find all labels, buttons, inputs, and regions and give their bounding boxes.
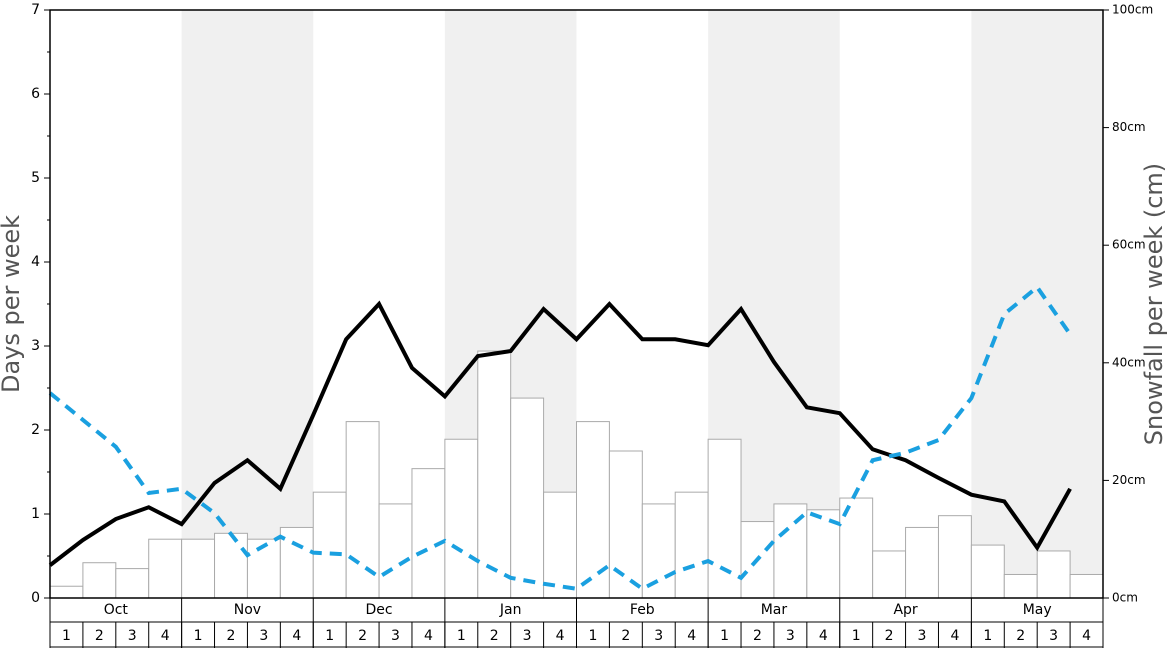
week-label: 1 [720,628,729,644]
week-label: 4 [556,628,565,644]
line-series [48,284,1072,592]
bar [115,568,150,599]
bar [806,509,841,599]
month-label: Mar [761,602,788,618]
week-label: 1 [194,628,203,644]
y2-tick-label: 20cm [1112,473,1146,487]
y2-tick-label: 80cm [1112,120,1146,134]
y-axis-label: Days per week [0,215,25,393]
line-series [48,300,1072,567]
bar [312,491,347,599]
week-label: 3 [1049,628,1058,644]
week-label: 2 [621,628,630,644]
bar [279,526,314,599]
week-label: 4 [687,628,696,644]
y2-tick-label: 60cm [1112,238,1146,252]
bar [181,538,216,599]
bar [674,491,709,599]
bar [1069,573,1104,599]
bar [608,450,643,599]
week-label: 4 [950,628,959,644]
month-label: Jan [499,602,522,618]
bar [477,350,512,599]
y-tick-label: 0 [31,590,40,606]
month-shade [971,10,1103,598]
month-label: Oct [104,602,129,618]
week-label: 4 [292,628,301,644]
week-label: 4 [161,628,170,644]
week-label: 2 [227,628,236,644]
month-label: Dec [366,602,393,618]
bar [378,503,413,599]
week-label: 2 [358,628,367,644]
week-label: 2 [1016,628,1025,644]
y-tick-label: 5 [31,170,40,186]
week-label: 1 [62,628,71,644]
y-tick-label: 7 [31,2,40,18]
week-label: 2 [490,628,499,644]
bar [641,503,676,599]
bar [905,526,939,599]
week-label: 3 [259,628,268,644]
y-tick-label: 3 [31,338,40,354]
bar [246,538,281,599]
bar [707,438,742,599]
bar [1003,573,1038,599]
week-label: 1 [325,628,334,644]
week-label: 1 [457,628,466,644]
bar [411,468,446,599]
bar [345,421,380,599]
y2-tick-label: 100cm [1112,3,1153,17]
week-label: 4 [1082,628,1091,644]
y-tick-label: 2 [31,422,40,438]
y-tick-label: 4 [31,254,40,270]
week-label: 3 [918,628,927,644]
month-label: Nov [234,602,261,618]
bar [148,538,183,599]
month-label: Feb [630,602,655,618]
bar [543,491,577,599]
y-tick-label: 6 [31,86,40,102]
bar [82,562,117,599]
week-label: 4 [819,628,828,644]
week-label: 3 [523,628,532,644]
week-label: 2 [753,628,762,644]
bar [937,515,972,599]
bar [872,550,907,599]
y2-tick-label: 40cm [1112,355,1146,369]
week-label: 4 [424,628,433,644]
month-shade [181,10,314,598]
bar [214,532,248,599]
y2-axis-label: Snowfall per week (cm) [1140,163,1168,445]
month-label: Apr [893,602,917,618]
plot-frame [49,9,1104,599]
week-label: 3 [654,628,663,644]
week-label: 1 [852,628,861,644]
week-label: 2 [95,628,104,644]
week-label: 3 [786,628,795,644]
week-label: 2 [885,628,894,644]
month-label: May [1023,602,1052,618]
bar [1036,550,1071,599]
bar [510,397,545,599]
bar [49,585,84,599]
y-tick-label: 1 [31,506,40,522]
week-label: 1 [588,628,597,644]
week-label: 3 [128,628,137,644]
week-label: 3 [391,628,400,644]
bar [444,438,479,599]
y2-tick-label: 0cm [1112,591,1138,605]
bar [970,544,1005,599]
bar [576,421,610,599]
week-label: 1 [983,628,992,644]
